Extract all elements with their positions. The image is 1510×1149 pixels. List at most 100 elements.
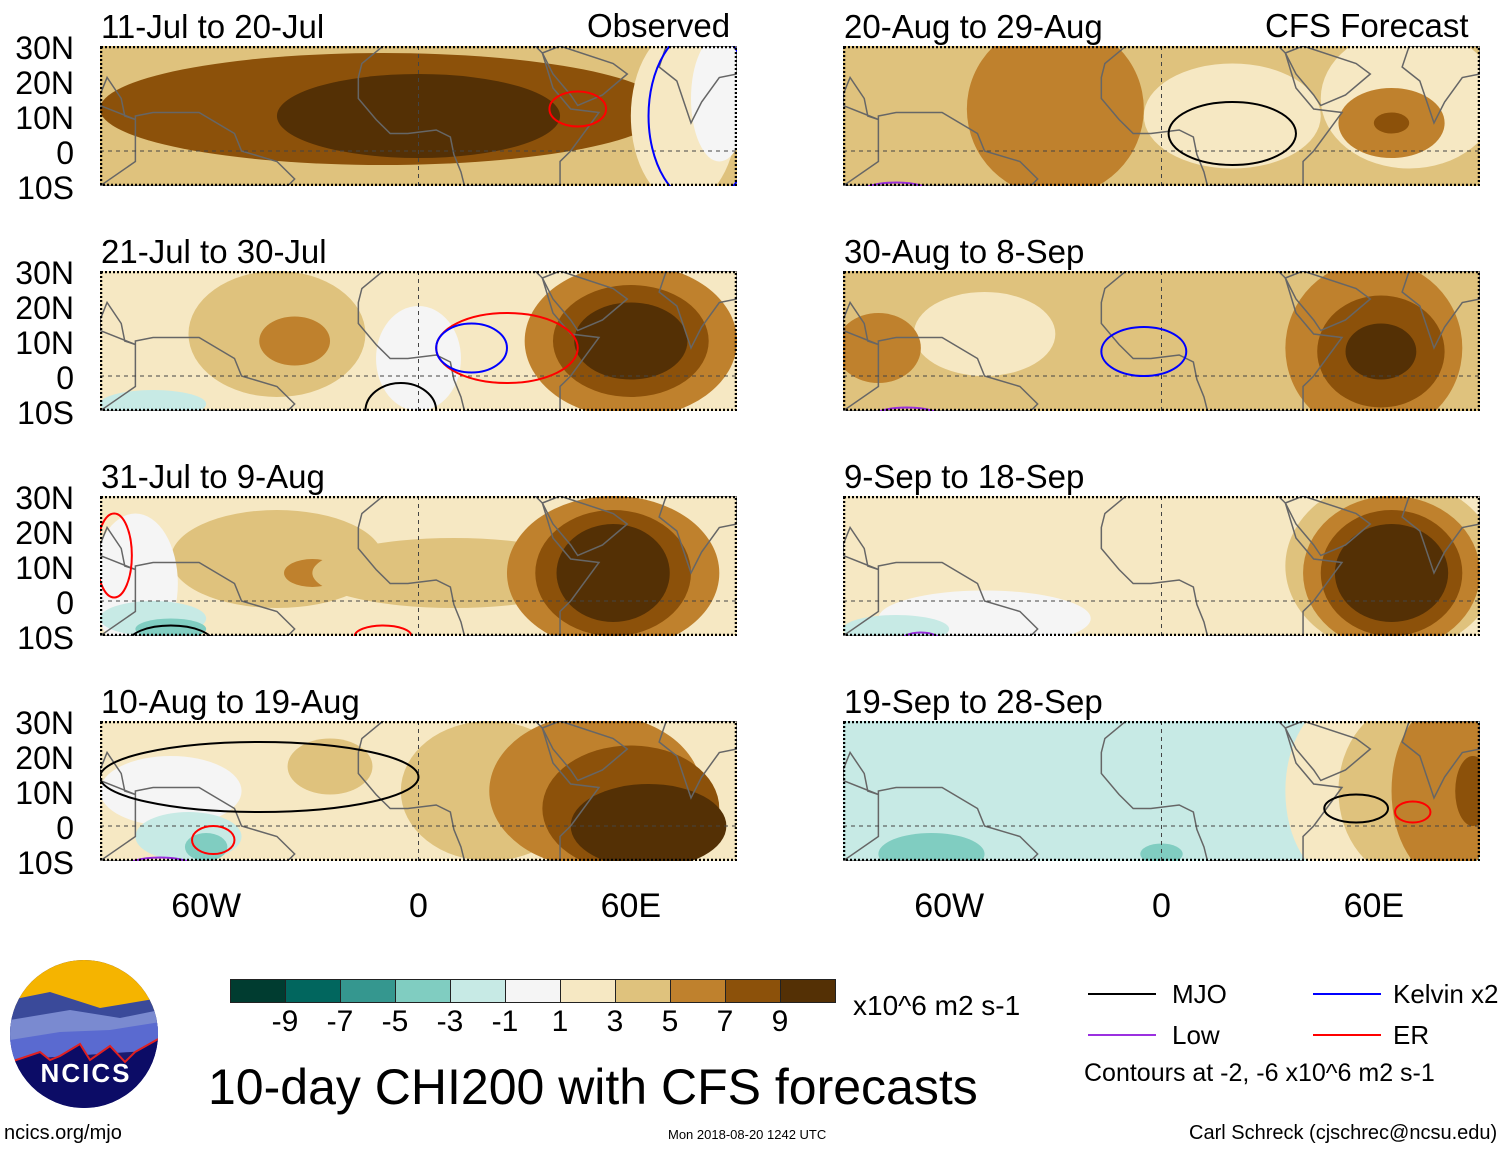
colorbar-swatch — [506, 980, 561, 1002]
y-tick-label: 10N — [15, 775, 74, 811]
x-tick-label: 0 — [409, 887, 428, 925]
map-panel — [843, 271, 1480, 411]
y-tick-label: 0 — [56, 360, 74, 396]
anomaly-region — [1455, 756, 1480, 826]
coastline — [658, 721, 737, 800]
coastline — [541, 46, 629, 107]
x-tick-label: 60E — [600, 887, 662, 925]
url-text[interactable]: ncics.org/mjo — [4, 1122, 122, 1144]
y-tick-label: 20N — [15, 290, 74, 326]
er-contour — [353, 624, 413, 636]
map-panel — [100, 496, 737, 636]
anomaly-region — [1143, 63, 1321, 169]
coastline — [357, 46, 601, 186]
colorbar-label: -9 — [271, 1005, 299, 1038]
colorbar-label: -3 — [436, 1005, 464, 1038]
panel-frame — [843, 46, 1480, 186]
anomaly-region — [556, 524, 670, 622]
mjo-contour — [1167, 101, 1297, 166]
anomaly-region — [135, 618, 207, 636]
panel-title: 19-Sep to 28-Sep — [844, 683, 1103, 720]
colorbar-swatch — [671, 980, 726, 1002]
coastline — [100, 750, 136, 796]
y-tick-label: 20N — [15, 740, 74, 776]
mjo-contour — [1323, 793, 1389, 824]
anomaly-region — [913, 292, 1056, 376]
mjo-contour — [130, 624, 212, 636]
anomaly-region — [570, 784, 727, 861]
y-tick-label: 0 — [56, 810, 74, 846]
y-tick-label: 20N — [15, 65, 74, 101]
mjo-contour — [364, 382, 438, 411]
coastline — [1100, 721, 1344, 861]
coastline — [541, 271, 629, 332]
colorbar — [230, 979, 836, 1003]
low-contour — [866, 181, 926, 186]
colorbar-units: x10^6 m2 s-1 — [853, 990, 1021, 1021]
anomaly-region — [287, 738, 373, 795]
low-contour — [903, 631, 939, 636]
y-tick-label: 10S — [17, 170, 74, 206]
er-contour — [100, 512, 133, 599]
y-tick-label: 10N — [15, 325, 74, 361]
coastline — [1100, 496, 1344, 636]
coastline — [100, 336, 296, 411]
panel-frame — [100, 271, 737, 411]
legend-kelvin-line — [1313, 993, 1381, 995]
panel-title: 10-Aug to 19-Aug — [101, 683, 360, 720]
x-tick-label: 60E — [1343, 887, 1405, 925]
y-tick-label: 30N — [15, 255, 74, 291]
anomaly-region — [276, 74, 561, 158]
anomaly-region — [843, 313, 921, 383]
legend-kelvin: Kelvin x2 — [1393, 979, 1499, 1009]
anomaly-region — [966, 46, 1144, 186]
legend-low-line — [1088, 1034, 1156, 1036]
coastline — [843, 75, 879, 121]
coastline — [100, 111, 296, 186]
er-contour — [1394, 800, 1432, 824]
legend-er: ER — [1393, 1020, 1430, 1050]
colorbar-label: 7 — [716, 1005, 734, 1038]
panel-frame — [100, 496, 737, 636]
colorbar-swatch — [341, 980, 396, 1002]
colorbar-swatch — [726, 980, 781, 1002]
map-panel — [843, 46, 1480, 186]
y-tick-label: 10S — [17, 395, 74, 431]
panel-frame — [100, 46, 737, 186]
coastline — [843, 111, 1039, 186]
coastline — [100, 561, 296, 636]
y-tick-label: 20N — [15, 515, 74, 551]
coastline — [541, 496, 629, 557]
coastline — [1100, 271, 1344, 411]
low-contour — [877, 406, 936, 411]
coastline — [843, 300, 879, 346]
colorbar-swatch — [451, 980, 506, 1002]
observed-label: Observed — [587, 7, 731, 44]
anomaly-region — [1345, 323, 1417, 380]
low-contour — [130, 856, 190, 861]
coastline — [100, 525, 136, 571]
legend-er-line — [1313, 1034, 1381, 1036]
logo-text: NCICS — [41, 1058, 132, 1088]
coastline — [357, 721, 601, 861]
colorbar-label: 1 — [551, 1005, 569, 1038]
coastline — [357, 271, 601, 411]
y-tick-label: 30N — [15, 30, 74, 66]
coastline — [1100, 46, 1344, 186]
contour-note: Contours at -2, -6 x10^6 m2 s-1 — [1084, 1059, 1435, 1087]
timestamp: Mon 2018-08-20 1242 UTC — [668, 1127, 827, 1142]
coastline — [843, 525, 879, 571]
anomaly-region — [100, 390, 207, 411]
panel-title: 11-Jul to 20-Jul — [101, 8, 325, 45]
kelvin-contour — [435, 322, 508, 374]
colorbar-label: -7 — [326, 1005, 354, 1038]
coastline — [1284, 46, 1372, 107]
er-contour — [191, 825, 236, 855]
y-tick-label: 10N — [15, 550, 74, 586]
y-tick-label: 10S — [17, 845, 74, 881]
anomaly-region — [376, 306, 461, 411]
coastline — [658, 496, 737, 575]
anomaly-region — [1334, 524, 1449, 622]
map-panel — [100, 271, 737, 411]
cfs-forecast-label: CFS Forecast — [1265, 7, 1469, 44]
